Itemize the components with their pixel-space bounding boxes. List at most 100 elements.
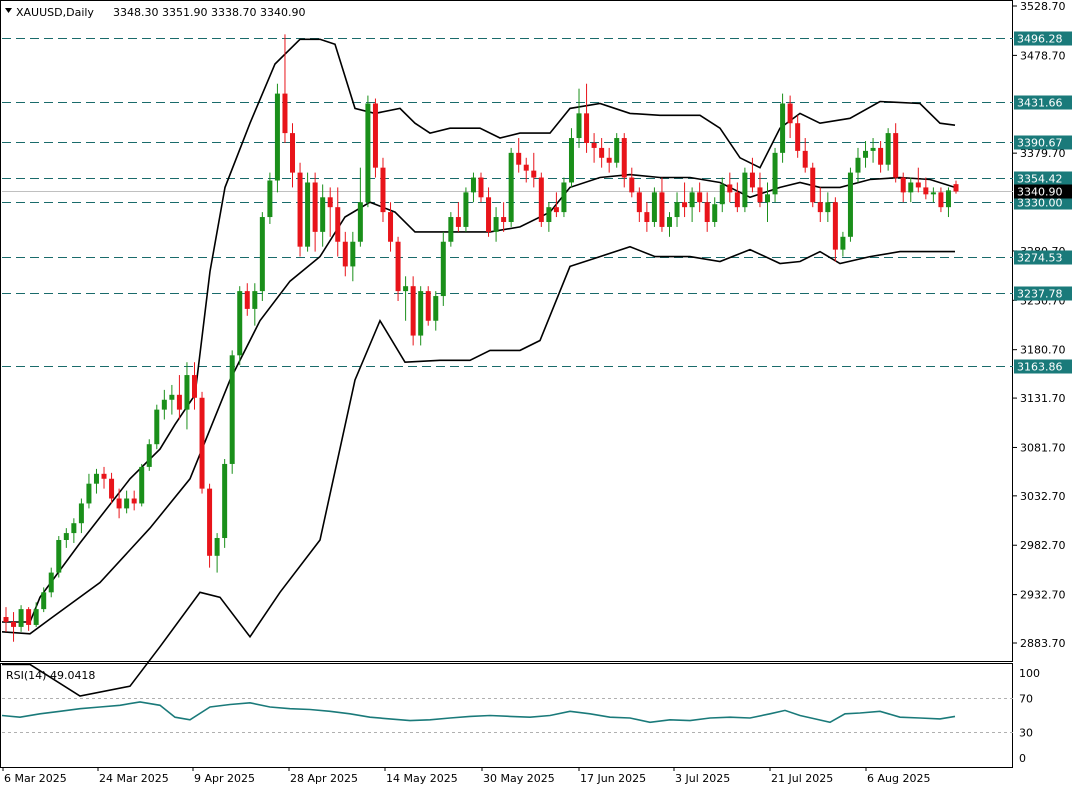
candle-body (523, 164, 529, 171)
candle-body (3, 617, 9, 622)
candle-body (146, 444, 152, 467)
rsi-tick-label: 30 (1019, 727, 1033, 740)
rsi-tick-label: 100 (1019, 667, 1040, 680)
candle-body (161, 399, 167, 410)
time-tick-label: 24 Mar 2025 (99, 772, 169, 785)
price-tick-label: 2982.70 (1020, 539, 1066, 552)
candle-body (26, 609, 32, 625)
candle-body (305, 182, 311, 247)
candle-body (440, 241, 446, 297)
candle-body (501, 217, 507, 222)
level-label-bg (1014, 31, 1072, 46)
candle-body (847, 172, 853, 237)
candle-body (229, 355, 235, 464)
candle-body (923, 187, 929, 195)
rsi-tick-label: 70 (1019, 693, 1033, 706)
level-label-bg (1014, 359, 1072, 374)
price-tick-label: 3528.70 (1020, 0, 1066, 13)
candle-body (433, 296, 439, 321)
candle-body (86, 483, 92, 504)
candle-body (18, 609, 24, 627)
dropdown-triangle-icon[interactable] (5, 8, 12, 13)
candle-body (712, 204, 718, 222)
candle-body (546, 207, 552, 222)
candle-body (478, 177, 484, 198)
candle-body (516, 152, 522, 165)
candle-body (41, 592, 47, 610)
candle-body (893, 133, 899, 178)
price-tick-label: 3131.70 (1020, 392, 1066, 405)
level-label: 3354.42 (1017, 173, 1063, 186)
candle-body (666, 217, 672, 227)
candle-body (33, 609, 39, 625)
candle-body (938, 192, 944, 208)
candle-body (553, 207, 559, 213)
candle-body (63, 533, 69, 540)
candle-body (116, 498, 122, 509)
candle-body (48, 572, 54, 593)
rsi-label: RSI(14) 49.0418 (6, 669, 95, 682)
current-price-label-bg (1014, 184, 1072, 199)
time-tick-label: 28 Apr 2025 (290, 772, 358, 785)
candle-body (772, 152, 778, 195)
level-label: 3431.66 (1017, 97, 1063, 110)
candle-body (915, 182, 921, 188)
candle-body (719, 184, 725, 205)
levels-layer (2, 38, 1013, 367)
candle-body (395, 241, 401, 292)
candle-body (576, 113, 582, 139)
price-pane-frame (0, 0, 1013, 662)
level-label-bg (1014, 250, 1072, 265)
candle-body (403, 286, 409, 292)
candle-body (455, 217, 461, 227)
candle-body (863, 150, 869, 158)
candle-body (900, 177, 906, 193)
candle-body (380, 167, 386, 213)
level-labels-layer: 3496.28 3431.66 3390.67 3354.42 3330.00 3274.… (1014, 31, 1072, 374)
candle-body (878, 147, 884, 165)
candle-body (795, 123, 801, 151)
time-tick-label: 6 Aug 2025 (867, 772, 930, 785)
level-label-bg (1014, 286, 1072, 301)
candle-body (493, 217, 499, 232)
candle-body (749, 172, 755, 188)
candle-body (825, 202, 831, 213)
candle-body (327, 197, 333, 208)
candle-body (742, 172, 748, 208)
candle-body (199, 397, 205, 489)
candle-body (109, 478, 115, 499)
candle-body (259, 217, 265, 292)
level-label-bg (1014, 95, 1072, 110)
candle-body (855, 157, 861, 173)
candle-body (312, 182, 318, 232)
rsi-line (1, 701, 956, 724)
candle-body (154, 409, 160, 445)
candle-body (568, 138, 574, 183)
time-tick-label: 21 Jul 2025 (771, 772, 833, 785)
candle-body (214, 538, 220, 556)
level-label: 3330.00 (1017, 197, 1063, 210)
candle-body (885, 133, 891, 165)
candle-body (531, 170, 537, 178)
time-tick-label: 30 May 2025 (483, 772, 555, 785)
candle-body (131, 498, 137, 504)
rsi-pane-frame (0, 663, 1013, 768)
candle-body (930, 192, 936, 195)
candle-body (244, 291, 250, 309)
candle-body (682, 202, 688, 208)
time-tick-label: 14 May 2025 (386, 772, 458, 785)
candle-body (614, 138, 620, 163)
candle-body (870, 147, 876, 151)
candle-body (591, 142, 597, 148)
level-label: 3390.67 (1017, 137, 1063, 150)
candle-body (267, 180, 273, 218)
candle-body (252, 291, 258, 309)
candle-body (191, 375, 197, 398)
ohlc-values: 3348.30 3351.90 3338.70 3340.90 (113, 6, 305, 19)
candle-body (388, 212, 394, 242)
candle-body (290, 133, 296, 173)
symbol-label: XAUUSD,Daily (16, 6, 94, 19)
candle-body (448, 217, 454, 242)
candle-body (953, 184, 959, 192)
candle-body (757, 187, 763, 203)
